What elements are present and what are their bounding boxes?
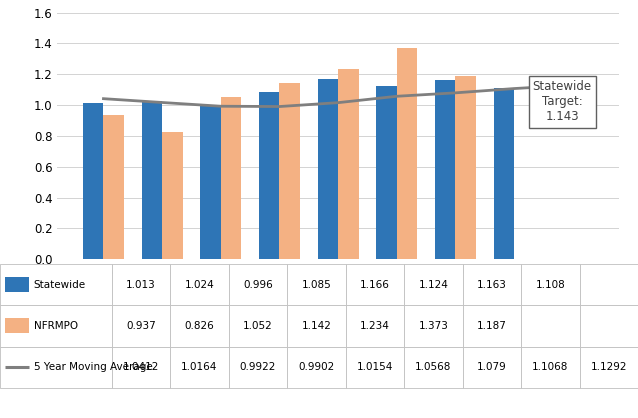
Bar — [162, 132, 182, 259]
Bar — [5, 277, 29, 292]
Bar — [112, 347, 170, 388]
Bar — [404, 264, 463, 305]
Text: Statewide
Target:
1.143: Statewide Target: 1.143 — [533, 80, 592, 123]
Bar — [579, 264, 638, 305]
Text: 1.1292: 1.1292 — [591, 362, 627, 372]
Bar — [228, 347, 287, 388]
Bar — [463, 264, 521, 305]
Bar — [279, 83, 300, 259]
Bar — [346, 305, 404, 347]
Bar — [494, 88, 514, 259]
Text: 0.9902: 0.9902 — [298, 362, 334, 372]
Bar — [463, 347, 521, 388]
Bar — [228, 305, 287, 347]
Bar — [170, 347, 228, 388]
Bar — [5, 319, 29, 333]
Bar — [200, 106, 221, 259]
Bar — [287, 347, 346, 388]
Bar — [404, 305, 463, 347]
Text: 1.142: 1.142 — [301, 321, 331, 331]
Text: 1.163: 1.163 — [477, 280, 507, 290]
Text: 1.166: 1.166 — [360, 280, 390, 290]
Text: 1.108: 1.108 — [535, 280, 565, 290]
Text: 1.373: 1.373 — [419, 321, 449, 331]
Bar — [579, 305, 638, 347]
Text: 0.937: 0.937 — [126, 321, 156, 331]
Bar — [521, 347, 579, 388]
Bar — [346, 347, 404, 388]
Bar — [346, 264, 404, 305]
Bar — [521, 305, 579, 347]
Bar — [579, 347, 638, 388]
Text: 1.187: 1.187 — [477, 321, 507, 331]
Text: 1.013: 1.013 — [126, 280, 156, 290]
Text: 0.996: 0.996 — [243, 280, 272, 290]
Text: 0.9922: 0.9922 — [240, 362, 276, 372]
Bar — [404, 347, 463, 388]
Bar — [456, 76, 476, 259]
Bar — [112, 305, 170, 347]
Text: 1.085: 1.085 — [302, 280, 331, 290]
Text: 5 Year Moving Average: 5 Year Moving Average — [34, 362, 152, 372]
Bar — [397, 48, 417, 259]
Bar — [435, 80, 456, 259]
Text: 1.0412: 1.0412 — [122, 362, 159, 372]
Text: 1.052: 1.052 — [243, 321, 272, 331]
Bar — [338, 69, 359, 259]
Bar — [170, 305, 228, 347]
Bar — [521, 264, 579, 305]
Text: 0.826: 0.826 — [184, 321, 214, 331]
Text: 1.0164: 1.0164 — [181, 362, 218, 372]
Bar — [259, 92, 279, 259]
Bar — [287, 305, 346, 347]
Text: 1.124: 1.124 — [419, 280, 449, 290]
Text: 1.1068: 1.1068 — [532, 362, 568, 372]
Text: 1.0154: 1.0154 — [357, 362, 393, 372]
Text: NFRMPO: NFRMPO — [34, 321, 78, 331]
Bar — [170, 264, 228, 305]
Bar — [142, 101, 162, 259]
Text: 1.024: 1.024 — [184, 280, 214, 290]
Bar — [318, 79, 338, 259]
Bar — [221, 97, 241, 259]
Bar — [376, 86, 397, 259]
Bar — [0, 305, 112, 347]
Bar — [0, 347, 112, 388]
Bar — [228, 264, 287, 305]
Text: Statewide: Statewide — [34, 280, 86, 290]
Bar — [112, 264, 170, 305]
Bar — [103, 115, 124, 259]
Text: 1.234: 1.234 — [360, 321, 390, 331]
Bar — [287, 264, 346, 305]
Text: 1.0568: 1.0568 — [415, 362, 452, 372]
Bar — [83, 103, 103, 259]
Bar — [0, 264, 112, 305]
Text: 1.079: 1.079 — [477, 362, 507, 372]
Bar — [463, 305, 521, 347]
